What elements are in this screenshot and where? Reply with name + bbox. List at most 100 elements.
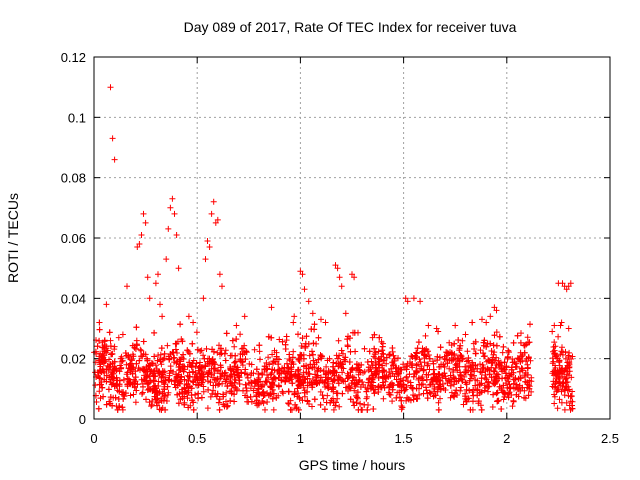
data-point [358, 361, 365, 368]
data-point [127, 381, 134, 388]
data-point [373, 370, 380, 377]
data-point [227, 388, 234, 395]
data-point [295, 379, 302, 385]
data-point [389, 398, 396, 405]
data-point [179, 389, 186, 396]
data-point [351, 274, 358, 281]
data-point [180, 368, 187, 375]
data-point [345, 333, 351, 340]
data-point [317, 401, 324, 408]
data-point [506, 372, 513, 379]
data-point [306, 371, 313, 378]
data-point [334, 355, 341, 362]
data-point [129, 370, 136, 377]
data-point [335, 337, 342, 344]
data-point [200, 388, 207, 395]
data-point [339, 390, 346, 397]
data-point [111, 156, 118, 163]
data-point [422, 332, 429, 339]
data-point [125, 352, 132, 359]
data-point [436, 381, 443, 388]
data-point [470, 392, 477, 399]
data-point [439, 374, 446, 381]
data-point [320, 395, 327, 402]
data-point [254, 397, 260, 404]
data-point [101, 376, 108, 383]
data-point [398, 403, 405, 409]
data-point [564, 387, 571, 394]
data-point [128, 366, 135, 373]
data-point [567, 280, 574, 287]
data-point [146, 295, 153, 302]
data-point [198, 394, 205, 401]
data-point [104, 347, 111, 354]
data-point [336, 352, 343, 359]
data-point [208, 360, 215, 367]
data-point [232, 352, 239, 359]
data-point [350, 399, 357, 405]
data-point [282, 375, 289, 381]
data-point [116, 368, 123, 375]
data-point [105, 386, 112, 393]
data-point [96, 319, 103, 326]
data-point [184, 347, 191, 354]
data-point [97, 361, 104, 368]
data-point [182, 388, 189, 395]
data-point [549, 360, 556, 367]
data-point [149, 370, 156, 377]
data-point [264, 399, 271, 405]
data-point [265, 354, 272, 361]
data-point [296, 394, 303, 401]
data-point [301, 376, 308, 383]
data-point [331, 372, 338, 379]
data-point [470, 340, 477, 347]
data-point [304, 375, 311, 382]
data-point [410, 295, 417, 302]
data-point [133, 324, 140, 331]
data-point [305, 298, 312, 305]
data-point [507, 385, 514, 392]
data-point [298, 352, 305, 359]
data-point [269, 380, 276, 387]
data-point [567, 393, 574, 399]
data-point [273, 353, 280, 360]
data-point [483, 376, 490, 383]
data-point [452, 390, 459, 397]
data-point [181, 385, 188, 392]
data-point [172, 340, 179, 347]
data-point [307, 361, 314, 368]
data-point [177, 356, 184, 363]
data-point [144, 274, 151, 281]
data-point [143, 364, 150, 371]
data-point [351, 387, 358, 394]
data-point [486, 357, 493, 364]
data-point [311, 396, 318, 403]
data-point [527, 321, 533, 328]
data-point [393, 376, 400, 383]
data-point [310, 351, 316, 358]
data-point [181, 363, 188, 370]
data-point [551, 339, 558, 346]
data-point [489, 404, 496, 410]
data-point [288, 361, 295, 368]
data-point [306, 379, 313, 386]
data-point [495, 375, 502, 382]
data-point [462, 393, 469, 400]
data-point [435, 328, 442, 335]
data-point [151, 353, 158, 360]
data-point [238, 369, 245, 376]
data-point [298, 343, 305, 349]
data-point [106, 374, 113, 381]
data-point [231, 343, 238, 350]
grid [94, 57, 610, 419]
data-point [241, 313, 248, 320]
data-point [185, 377, 192, 384]
data-point [165, 225, 172, 232]
data-point [526, 339, 533, 346]
data-point [175, 400, 182, 407]
data-point [158, 345, 165, 352]
data-point [222, 369, 229, 376]
data-point [158, 397, 165, 404]
data-point [442, 375, 449, 382]
data-point [229, 337, 236, 344]
